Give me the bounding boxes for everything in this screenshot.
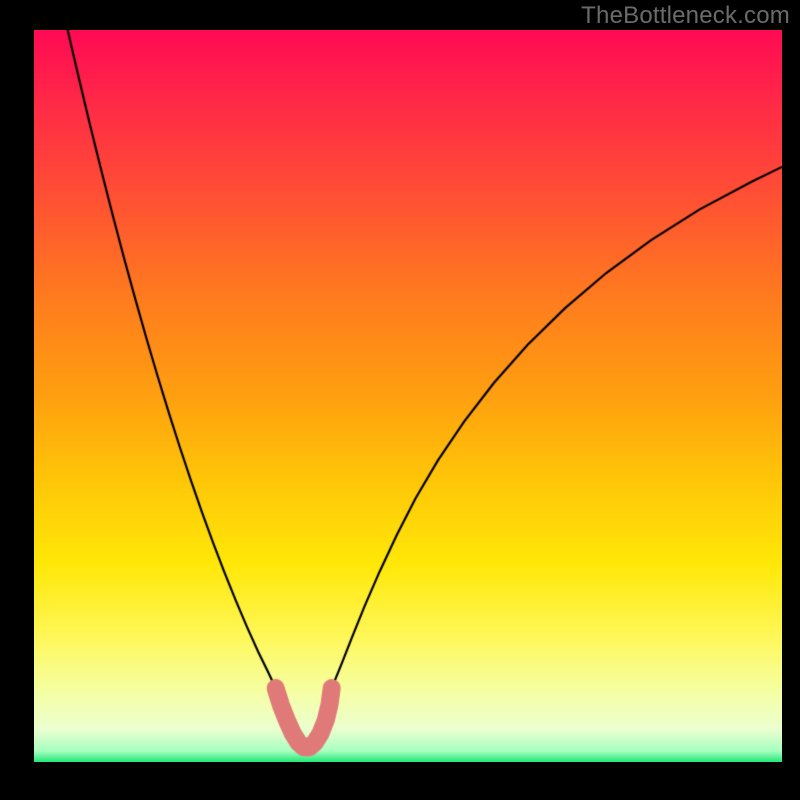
frame-bottom [0, 762, 800, 800]
bottleneck-chart [34, 30, 782, 762]
frame-left [0, 0, 34, 800]
frame-right [782, 0, 800, 800]
watermark-text: TheBottleneck.com [581, 2, 790, 30]
